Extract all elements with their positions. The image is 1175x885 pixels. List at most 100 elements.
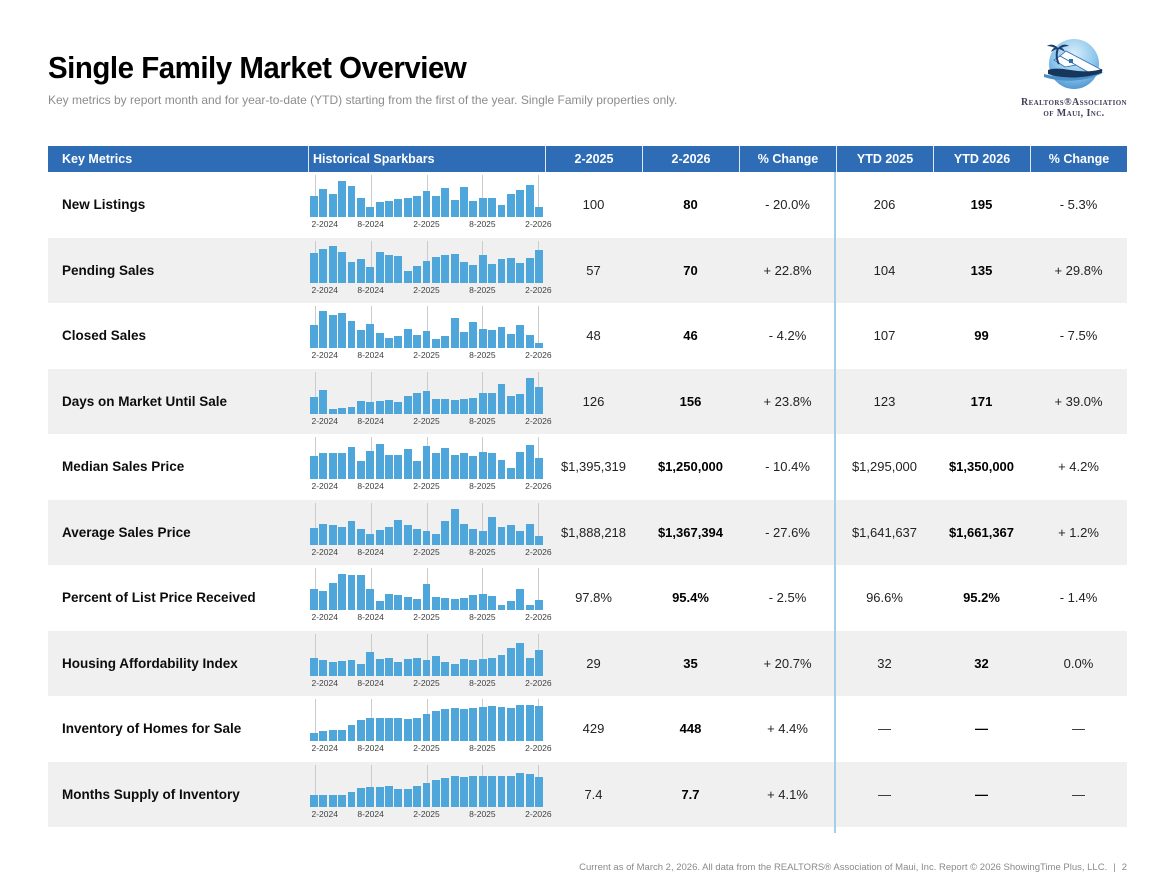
sparkbar-cell: 2-2024 8-2024 2-2025 8-2025 2-2026	[308, 175, 552, 230]
footer-text: Current as of March 2, 2026. All data fr…	[579, 862, 1108, 873]
sparkbar-bar	[310, 795, 318, 807]
sparkbar-bar	[394, 595, 403, 611]
report-footer: Current as of March 2, 2026. All data fr…	[579, 862, 1127, 873]
sparkbar-bars	[310, 310, 543, 349]
metric-label: Percent of List Price Received	[62, 590, 256, 606]
ytd-curr-value: —	[975, 721, 988, 737]
sparkbar-bar	[488, 263, 496, 283]
sparkbar-bar	[403, 448, 412, 480]
sparkbar-bar	[347, 659, 356, 676]
axis-label: 8-2024	[357, 612, 384, 623]
axis-label: 8-2025	[469, 284, 496, 295]
sparkbar-bar	[366, 787, 375, 807]
axis-label: 2-2025	[413, 219, 440, 230]
sparkbar-bar	[366, 450, 375, 480]
maui-logo-icon	[1044, 39, 1104, 89]
ytd-curr-value: —	[975, 786, 988, 802]
sparkbar-bar	[403, 788, 412, 807]
column-header: YTD 2025	[836, 146, 933, 172]
sparkbar-bar	[422, 331, 431, 349]
axis-label: 8-2024	[357, 481, 384, 492]
sparkbar-bar	[356, 664, 365, 676]
sparkbar-bar	[441, 187, 450, 218]
table-row: Months Supply of Inventory 2-2024 8-2024 2-…	[48, 761, 1127, 827]
sparkbar-bar	[403, 395, 412, 414]
axis-label: 2-2025	[413, 481, 440, 492]
sparkbar-bar	[469, 264, 478, 283]
axis-label: 2-2025	[413, 284, 440, 295]
sparkbar-bar	[535, 649, 543, 676]
sparkbar-bar	[338, 313, 346, 349]
sparkbar-bar	[328, 662, 337, 676]
sparkbar-bar	[535, 536, 543, 545]
axis-tick	[314, 502, 316, 545]
table-row: Average Sales Price 2-2024 8-2024 2-2025 8-2…	[48, 499, 1127, 565]
sparkbar-bar	[338, 181, 346, 218]
axis-label: 8-2024	[357, 219, 384, 230]
sparkbar-cell: 2-2024 8-2024 2-2025 8-2025 2-2026	[308, 306, 552, 361]
sparkbar-bar	[478, 329, 487, 349]
month-curr-value: 448	[679, 721, 702, 737]
logo-text-line2: of Maui, Inc.	[1043, 108, 1105, 119]
sparkbar-bar	[441, 521, 450, 545]
sparkbar-bar	[385, 526, 393, 545]
ytd-prev-value: 107	[873, 328, 896, 344]
sparkbar-bars	[310, 703, 543, 742]
axis-label: 8-2025	[469, 808, 496, 819]
sparkbar-bar	[422, 713, 431, 742]
sparkbar-bar	[460, 261, 468, 283]
sparkbar-bar	[375, 251, 384, 283]
table-row: Percent of List Price Received 2-2024 8-20…	[48, 565, 1127, 631]
axis-label: 8-2024	[357, 743, 384, 754]
sparkbar-bar	[328, 409, 337, 414]
month-curr-value: 70	[683, 262, 698, 278]
sparkbar-bar	[516, 773, 525, 807]
axis-tick	[370, 764, 372, 807]
sparkbar-bar	[488, 453, 496, 480]
table-body: New Listings 2-2024 8-2024 2-2025 8-2025 2-20…	[48, 172, 1127, 827]
sparkbar-bar	[403, 328, 412, 349]
month-change-value: - 20.0%	[765, 197, 810, 213]
sparkbar-bar	[385, 255, 393, 283]
month-curr-value: 80	[683, 197, 698, 213]
sparkbar-bar	[347, 186, 356, 218]
sparkbar-bar	[441, 399, 450, 414]
metric-label: Inventory of Homes for Sale	[62, 721, 242, 737]
ytd-section-divider	[834, 172, 836, 833]
axis-label: 2-2026	[525, 546, 552, 557]
axis-tick	[538, 437, 540, 480]
sparkbar-axis-labels: 2-2024 8-2024 2-2025 8-2025 2-2026	[310, 416, 551, 427]
sparkbar-bar	[488, 198, 496, 218]
sparkbar-bars	[310, 638, 543, 676]
sparkbar-bar	[497, 707, 506, 742]
metric-label: New Listings	[62, 197, 146, 213]
sparkbar-bar	[460, 186, 468, 218]
sparkbar-bar	[413, 461, 421, 480]
sparkbar-bar	[338, 252, 346, 283]
sparkbar-bar	[431, 453, 440, 480]
sparkbar-bar	[469, 659, 478, 676]
sparkbar-axis-labels: 2-2024 8-2024 2-2025 8-2025 2-2026	[310, 547, 551, 558]
sparkbar-bars	[310, 376, 543, 414]
axis-label: 2-2026	[525, 743, 552, 754]
sparkbar-bar	[506, 395, 515, 414]
sparkbar-cell: 2-2024 8-2024 2-2025 8-2025 2-2026	[308, 371, 552, 427]
sparkbar-bar	[338, 661, 346, 676]
ytd-change-value: 0.0%	[1063, 655, 1094, 671]
axis-tick	[538, 502, 540, 545]
month-change-value: - 4.2%	[768, 328, 807, 344]
axis-label: 8-2025	[469, 677, 496, 688]
sparkbar-bar	[385, 785, 393, 807]
sparkbar-bar	[403, 719, 412, 742]
table-row: Pending Sales 2-2024 8-2024 2-2025 8-2025 2-2…	[48, 237, 1127, 303]
month-change-value: + 20.7%	[763, 655, 812, 671]
sparkbar-bar	[422, 531, 431, 545]
sparkbar-bar	[441, 336, 450, 349]
sparkbar-bar	[488, 775, 496, 807]
sparkbar-bar	[422, 783, 431, 807]
month-change-value: + 22.8%	[763, 262, 812, 278]
sparkbar-bar	[441, 598, 450, 611]
sparkbar-bar	[310, 455, 318, 480]
sparkbar-bar	[488, 595, 496, 611]
sparkbar-bar	[385, 717, 393, 742]
